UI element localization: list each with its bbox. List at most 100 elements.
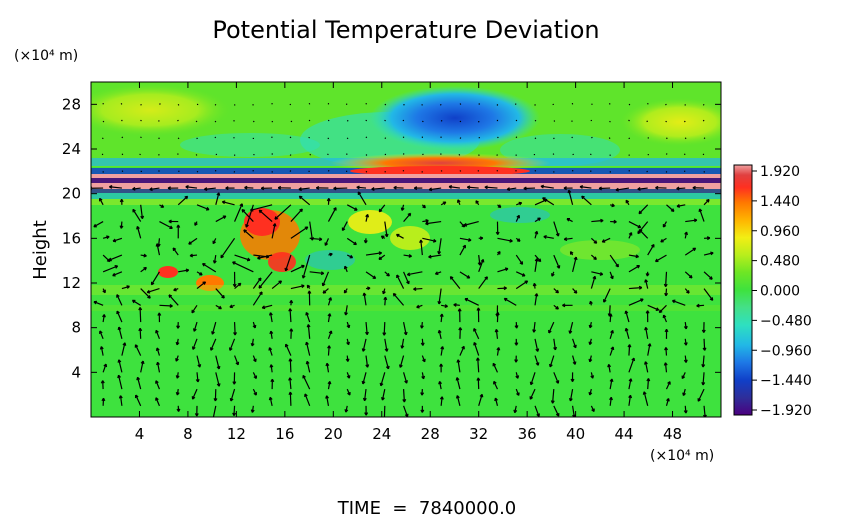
vector-arrowhead: [322, 290, 327, 294]
vector-arrow: [289, 308, 292, 323]
vector-arrow: [229, 338, 236, 351]
vector-arrow: [459, 346, 465, 356]
vector-arrowhead: [138, 327, 143, 332]
vector-arrowhead: [555, 233, 560, 237]
vector-arrow: [422, 237, 437, 242]
vector-arrowhead: [346, 375, 351, 379]
vector-arrow: [484, 186, 498, 189]
vector-arrowhead: [682, 392, 686, 396]
vector-arrowhead: [168, 219, 172, 224]
vector-arrow: [196, 372, 199, 383]
vector-arrowhead: [112, 272, 116, 277]
vector-arrow: [534, 198, 548, 206]
vector-arrow: [515, 254, 524, 265]
vector-arrow: [341, 221, 348, 231]
vector-arrow: [628, 265, 640, 273]
vector-arrow: [306, 361, 311, 373]
vector-arrowhead: [241, 208, 246, 213]
vector-arrow: [625, 310, 630, 323]
vector-arrow: [628, 395, 632, 406]
colorbar: [733, 164, 753, 416]
vector-arrowhead: [625, 199, 630, 204]
vector-arrow: [365, 154, 368, 156]
vector-arrowhead: [185, 268, 190, 273]
vector-arrowhead: [132, 208, 136, 213]
vector-arrowhead: [688, 274, 693, 279]
vector-arrowhead: [395, 233, 400, 238]
vector-arrowhead: [496, 347, 501, 351]
vector-arrowhead: [284, 343, 289, 348]
vector-arrowhead: [532, 329, 537, 333]
vector-arrow: [628, 344, 631, 356]
vector-arrow: [156, 347, 161, 356]
vector-arrowhead: [615, 187, 619, 192]
vector-arrow: [155, 380, 161, 390]
vector-arrow: [457, 359, 461, 373]
vector-arrowhead: [378, 256, 383, 261]
x-tick-label: 8: [183, 425, 193, 443]
vector-arrow: [665, 347, 668, 356]
vector-arrowhead: [407, 212, 412, 217]
vector-arrow: [551, 389, 555, 404]
vector-arrow: [420, 239, 423, 256]
vector-arrow: [647, 244, 655, 256]
vector-arrowhead: [232, 381, 237, 385]
vector-arrow: [438, 330, 442, 339]
vector-arrow: [625, 328, 630, 339]
vector-arrowhead: [664, 292, 669, 297]
vector-arrowhead: [216, 383, 221, 387]
vector-arrow: [628, 286, 642, 290]
vector-arrow: [684, 247, 696, 256]
vector-arrow: [252, 277, 262, 289]
vector-arrow: [213, 254, 217, 264]
vector-arrowhead: [406, 280, 410, 285]
vector-arrow: [121, 153, 124, 156]
vector-arrow: [140, 204, 144, 219]
vector-arrowhead: [221, 200, 226, 205]
vector-arrow: [289, 392, 292, 406]
vector-arrowhead: [702, 347, 707, 351]
vector-arrowhead: [202, 281, 207, 285]
vector-arrowhead: [504, 267, 509, 272]
vector-arrowhead: [697, 398, 702, 402]
vector-arrowhead: [155, 347, 160, 352]
vector-arrowhead: [710, 251, 714, 256]
vector-arrowhead: [532, 282, 537, 287]
vector-arrowhead: [428, 254, 432, 259]
vector-arrowhead: [305, 312, 310, 316]
vector-arrowhead: [420, 342, 425, 346]
vector-arrowhead: [343, 289, 348, 294]
vector-arrowhead: [324, 242, 329, 246]
vector-arrow: [233, 120, 235, 122]
vector-arrow: [699, 208, 705, 222]
vector-arrow: [233, 405, 236, 416]
vector-arrowhead: [184, 195, 189, 200]
plot-frame: [90, 81, 722, 418]
vector-arrow: [403, 103, 405, 106]
vector-arrowhead: [655, 185, 659, 190]
vector-arrowhead: [569, 251, 574, 255]
vector-arrowhead: [382, 332, 387, 336]
vector-arrowhead: [439, 313, 444, 318]
vector-arrow: [384, 103, 387, 106]
vector-arrowhead: [624, 327, 629, 332]
vector-arrow: [628, 357, 635, 373]
vector-arrow: [609, 378, 613, 390]
vector-arrow: [118, 326, 123, 339]
vector-arrowhead: [684, 231, 689, 236]
vector-arrowhead: [346, 324, 351, 329]
vector-arrowhead: [404, 380, 408, 384]
vector-arrow: [271, 223, 276, 239]
vector-arrowhead: [237, 282, 242, 287]
vector-arrowhead: [550, 400, 555, 404]
vector-arrowhead: [211, 331, 215, 335]
vector-arrowhead: [288, 308, 293, 312]
vector-arrowhead: [99, 346, 104, 350]
vector-arrow: [357, 191, 367, 206]
vector-arrow: [132, 187, 141, 190]
vector-arrowhead: [628, 394, 633, 399]
vector-arrow: [215, 192, 220, 205]
vector-arrowhead: [399, 364, 403, 368]
vector-arrowhead: [378, 208, 383, 213]
vector-arrow: [459, 271, 470, 279]
